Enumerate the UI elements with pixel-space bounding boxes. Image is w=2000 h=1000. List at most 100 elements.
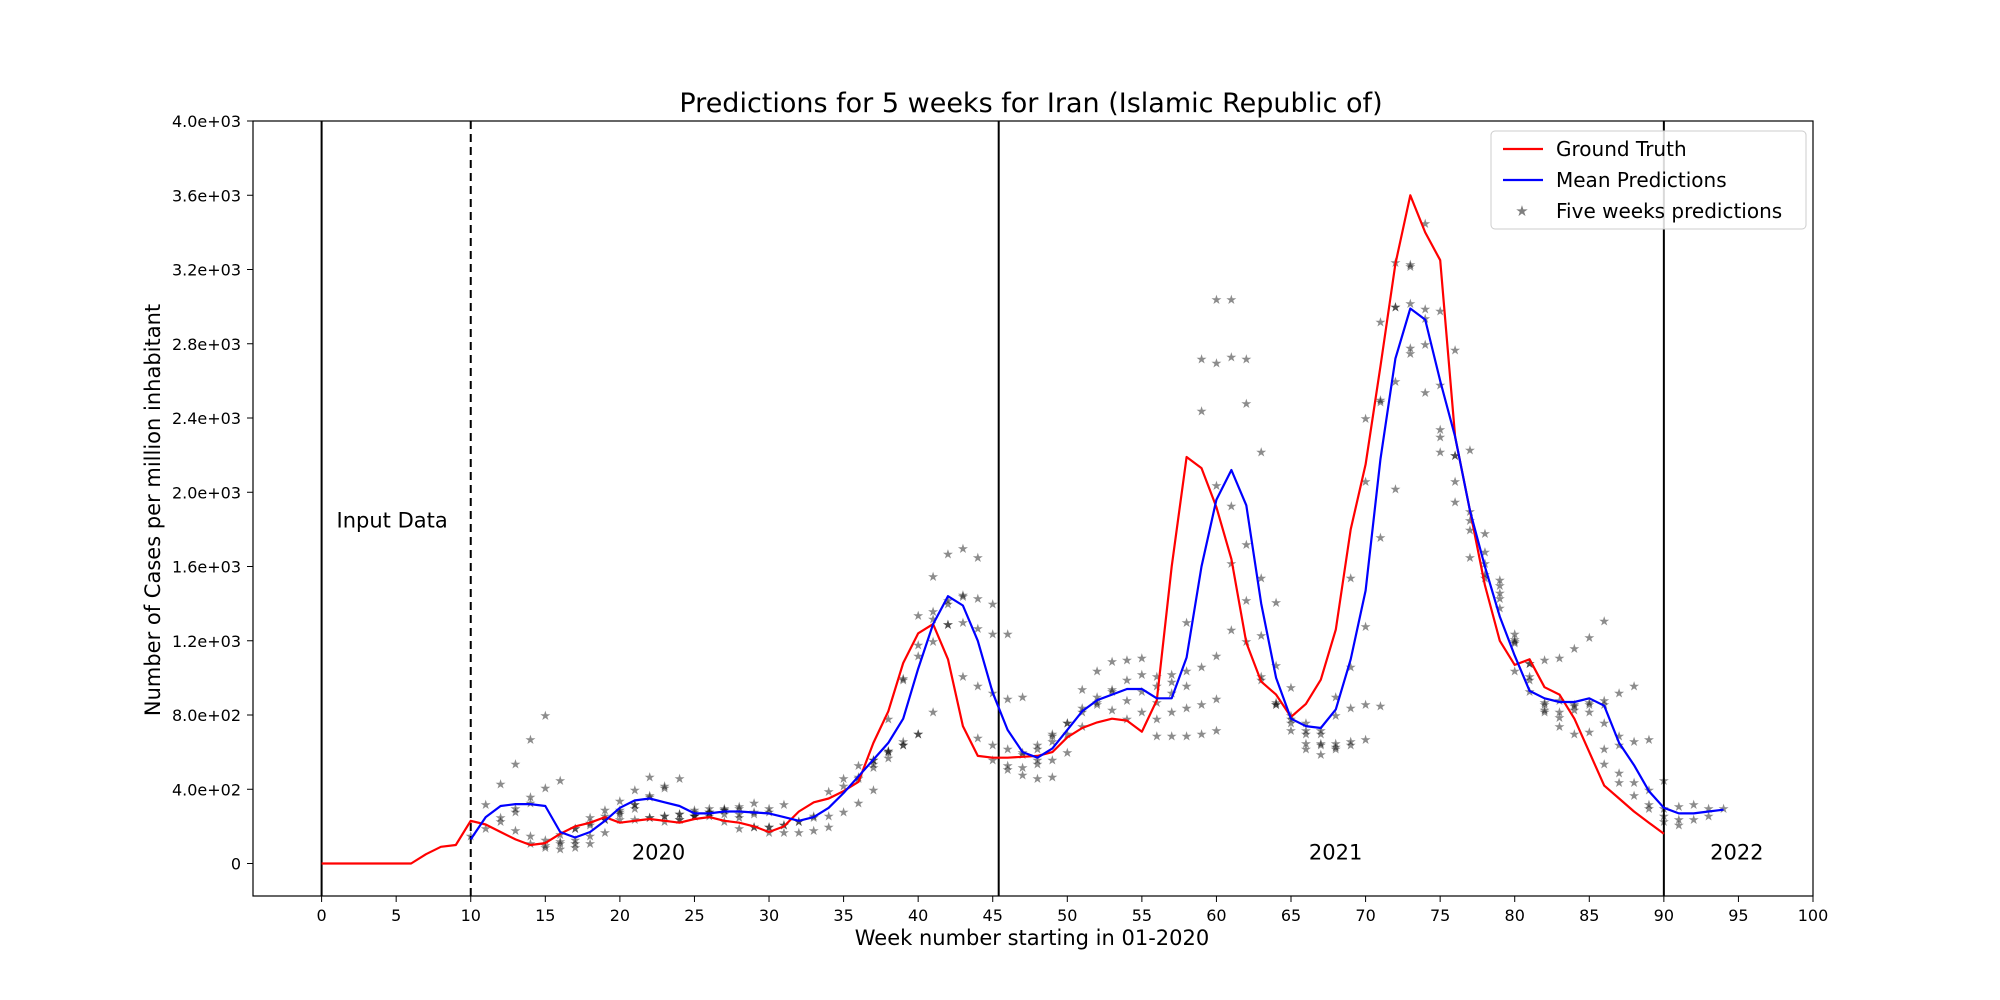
prediction-star-11-2: ★ xyxy=(659,809,671,824)
prediction-star-52-4: ★ xyxy=(1345,739,1357,754)
axes-frame xyxy=(252,120,1814,897)
x-tick-label-50: 50 xyxy=(1057,906,1077,925)
prediction-star-18-4: ★ xyxy=(793,815,805,830)
prediction-star-5-1: ★ xyxy=(554,837,566,852)
x-tick-label-25: 25 xyxy=(684,906,704,925)
prediction-star-64-2: ★ xyxy=(1494,601,1506,616)
x-axis-label: Week number starting in 01-2020 xyxy=(855,926,1209,950)
prediction-star-9-3: ★ xyxy=(644,789,656,804)
prediction-star-59-4: ★ xyxy=(1449,496,1461,511)
prediction-star-63-4: ★ xyxy=(1509,637,1521,652)
x-tick-label-85: 85 xyxy=(1579,906,1599,925)
prediction-star-37-4: ★ xyxy=(1106,683,1118,698)
y-tick-label-800: 8.0e+02 xyxy=(172,706,241,725)
prediction-star-51-4: ★ xyxy=(1330,741,1342,756)
prediction-star-66-2: ★ xyxy=(1524,674,1536,689)
prediction-star-2-0: ★ xyxy=(495,811,507,826)
prediction-star-32-0: ★ xyxy=(972,731,984,746)
prediction-star-41-2: ★ xyxy=(1151,696,1163,711)
prediction-star-44-1: ★ xyxy=(1181,664,1193,679)
y-tick-label-2400: 2.4e+03 xyxy=(172,409,241,428)
prediction-star-8-0: ★ xyxy=(584,811,596,826)
prediction-star-46-3: ★ xyxy=(1240,353,1252,368)
prediction-star-3-0: ★ xyxy=(510,824,522,839)
prediction-star-70-1: ★ xyxy=(1569,698,1581,713)
prediction-star-34-1: ★ xyxy=(1017,761,1029,776)
prediction-star-29-2: ★ xyxy=(957,588,969,603)
prediction-star-65-0: ★ xyxy=(1479,572,1491,587)
y-axis-label: Number of Cases per million inhabitant xyxy=(141,304,165,716)
prediction-star-73-4: ★ xyxy=(1658,774,1670,789)
prediction-star-73-2: ★ xyxy=(1628,735,1640,750)
prediction-star-10-1: ★ xyxy=(629,802,641,817)
prediction-star-34-4: ★ xyxy=(1061,746,1073,761)
prediction-star-51-2: ★ xyxy=(1300,728,1312,743)
prediction-star-37-3: ★ xyxy=(1091,690,1103,705)
prediction-star-16-2: ★ xyxy=(733,807,745,822)
prediction-star-6-1: ★ xyxy=(569,822,581,837)
prediction-star-47-3: ★ xyxy=(1255,572,1267,587)
prediction-star-58-4: ★ xyxy=(1434,445,1446,460)
prediction-star-75-1: ★ xyxy=(1658,802,1670,817)
prediction-star-47-0: ★ xyxy=(1211,479,1223,494)
prediction-star-56-1: ★ xyxy=(1360,412,1372,427)
prediction-star-35-1: ★ xyxy=(1032,742,1044,757)
prediction-star-36-4: ★ xyxy=(1091,698,1103,713)
y-tick-label-3200: 3.2e+03 xyxy=(172,261,241,280)
prediction-star-2-4: ★ xyxy=(554,774,566,789)
prediction-star-9-4: ★ xyxy=(659,780,671,795)
prediction-star-74-4: ★ xyxy=(1673,813,1685,828)
prediction-star-24-1: ★ xyxy=(868,757,880,772)
prediction-star-66-3: ★ xyxy=(1539,698,1551,713)
prediction-star-30-0: ★ xyxy=(942,618,954,633)
prediction-star-64-4: ★ xyxy=(1524,657,1536,672)
prediction-star-28-2: ★ xyxy=(942,548,954,563)
prediction-star-32-4: ★ xyxy=(1032,754,1044,769)
prediction-star-17-2: ★ xyxy=(748,807,760,822)
prediction-star-23-4: ★ xyxy=(897,739,909,754)
prediction-star-41-4: ★ xyxy=(1181,679,1193,694)
prediction-star-25-3: ★ xyxy=(912,728,924,743)
prediction-star-58-2: ★ xyxy=(1404,347,1416,362)
prediction-star-26-1: ★ xyxy=(897,672,909,687)
prediction-star-73-0: ★ xyxy=(1598,742,1610,757)
prediction-star-12-4: ★ xyxy=(704,802,716,817)
prediction-star-11-3: ★ xyxy=(674,807,686,822)
prediction-star-40-1: ★ xyxy=(1121,694,1133,709)
prediction-star-15-2: ★ xyxy=(718,802,730,817)
prediction-star-70-3: ★ xyxy=(1598,716,1610,731)
prediction-star-25-1: ★ xyxy=(883,744,895,759)
prediction-star-33-3: ★ xyxy=(1032,772,1044,787)
prediction-star-19-1: ★ xyxy=(763,820,775,835)
prediction-star-15-3: ★ xyxy=(733,800,745,815)
prediction-star-67-0: ★ xyxy=(1509,664,1521,679)
prediction-star-43-2: ★ xyxy=(1181,702,1193,717)
x-tick-label-5: 5 xyxy=(391,906,401,925)
prediction-star-7-0: ★ xyxy=(569,822,581,837)
prediction-star-44-3: ★ xyxy=(1211,650,1223,665)
prediction-star-33-4: ★ xyxy=(1047,770,1059,785)
prediction-star-27-2: ★ xyxy=(927,612,939,627)
prediction-star-19-3: ★ xyxy=(793,815,805,830)
x-tick-label-10: 10 xyxy=(461,906,481,925)
prediction-star-62-3: ★ xyxy=(1479,546,1491,561)
prediction-star-52-0: ★ xyxy=(1285,724,1297,739)
prediction-star-69-0: ★ xyxy=(1539,703,1551,718)
prediction-star-32-1: ★ xyxy=(987,739,999,754)
prediction-star-24-4: ★ xyxy=(912,728,924,743)
prediction-star-42-1: ★ xyxy=(1166,729,1178,744)
series-line-ground-truth xyxy=(321,194,1665,865)
prediction-star-56-4: ★ xyxy=(1404,341,1416,356)
prediction-star-43-0: ★ xyxy=(1151,713,1163,728)
prediction-star-58-0: ★ xyxy=(1375,395,1387,410)
prediction-star-10-3: ★ xyxy=(659,781,671,796)
prediction-star-19-0: ★ xyxy=(748,820,760,835)
prediction-star-68-0: ★ xyxy=(1524,657,1536,672)
prediction-star-7-1: ★ xyxy=(584,817,596,832)
prediction-star-58-3: ★ xyxy=(1419,386,1431,401)
prediction-star-60-0: ★ xyxy=(1404,260,1416,275)
prediction-star-14-1: ★ xyxy=(689,809,701,824)
prediction-star-47-1: ★ xyxy=(1226,499,1238,514)
prediction-star-68-1: ★ xyxy=(1539,653,1551,668)
prediction-star-76-0: ★ xyxy=(1658,815,1670,830)
